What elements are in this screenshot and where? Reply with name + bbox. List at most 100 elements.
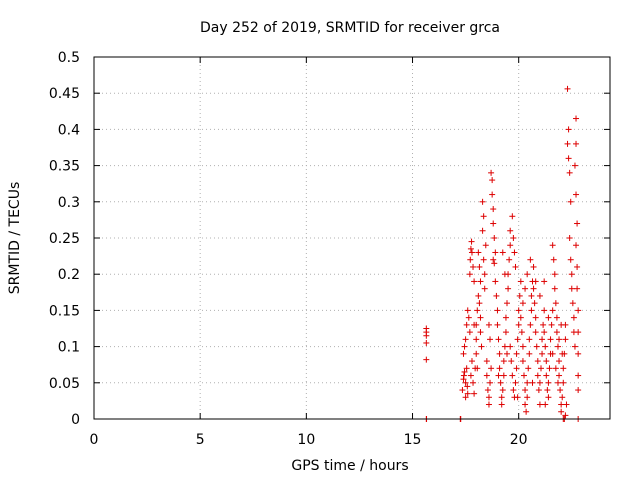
data-point [554,379,561,386]
data-point [548,321,555,328]
data-point [465,314,472,321]
data-point [534,372,541,379]
data-point [526,336,533,343]
data-point [570,314,577,321]
data-point [517,314,524,321]
data-point [549,307,556,314]
data-point [496,365,503,372]
data-point [467,372,474,379]
data-point [462,379,469,386]
data-point [574,285,581,292]
data-point [513,350,520,357]
y-tick-label: 0.25 [49,231,80,247]
data-point [529,379,536,386]
data-point [568,271,575,278]
data-point [489,177,496,184]
data-point [511,249,518,256]
data-point [569,300,576,307]
data-point [497,379,504,386]
plot-frame [93,56,611,420]
y-tick-label: 0.4 [58,122,80,138]
data-point [475,249,482,256]
data-point [552,300,559,307]
data-point [478,343,485,350]
data-point [534,358,541,365]
data-point [509,213,516,220]
data-point [531,300,538,307]
data-point [507,343,514,350]
data-point [462,336,469,343]
data-point [461,343,468,350]
data-point [508,358,515,365]
data-point [514,336,521,343]
data-point [500,358,507,365]
data-point [495,336,502,343]
data-point [547,336,554,343]
data-point [544,387,551,394]
data-point [575,329,582,336]
data-point [575,307,582,314]
data-point [471,390,478,397]
data-point [522,401,529,408]
data-point [485,401,492,408]
data-point [574,220,581,227]
data-point [476,263,483,270]
data-point [459,387,466,394]
data-point [475,292,482,299]
x-axis-tick-labels: 0 5 10 15 20 [90,432,528,448]
data-point [564,140,571,147]
data-point [551,285,558,292]
data-point [545,314,552,321]
data-point [522,285,529,292]
data-point [483,358,490,365]
data-point [488,169,495,176]
data-point [560,379,567,386]
data-point [537,365,544,372]
data-point [571,162,578,169]
data-point [491,235,498,241]
data-point [483,372,490,379]
data-point [573,242,580,249]
y-tick-label: 0.1 [58,340,80,356]
data-point [519,343,526,350]
data-point [489,191,496,198]
data-point [536,292,543,299]
data-point [487,379,494,386]
data-point [527,256,534,263]
data-point [515,321,522,328]
data-point [527,321,534,328]
data-point [509,372,516,379]
data-point [541,307,548,314]
data-point [501,343,508,350]
data-point [545,394,552,401]
data-point [532,278,539,285]
data-point [530,285,537,292]
data-point [460,372,467,379]
data-point [532,329,539,336]
axis-ticks [93,56,610,420]
data-point [568,285,575,292]
data-point [553,314,560,321]
data-point [528,307,535,314]
y-axis-title: SRMTID / TECUs [7,182,23,295]
data-point [524,379,531,386]
y-tick-label: 0.3 [58,195,80,211]
data-point [474,307,481,314]
data-point [467,245,474,252]
data-point [512,263,519,270]
data-point [556,358,563,365]
data-point [542,401,549,408]
data-point [474,365,481,372]
data-point [473,350,480,357]
data-point [521,372,527,379]
data-point [559,350,566,357]
data-point [460,350,467,357]
data-point [519,300,526,307]
data-point [573,115,580,122]
data-point [567,256,574,263]
data-point [512,379,519,386]
data-point [543,358,550,365]
grid [94,57,610,419]
data-point [556,336,563,343]
